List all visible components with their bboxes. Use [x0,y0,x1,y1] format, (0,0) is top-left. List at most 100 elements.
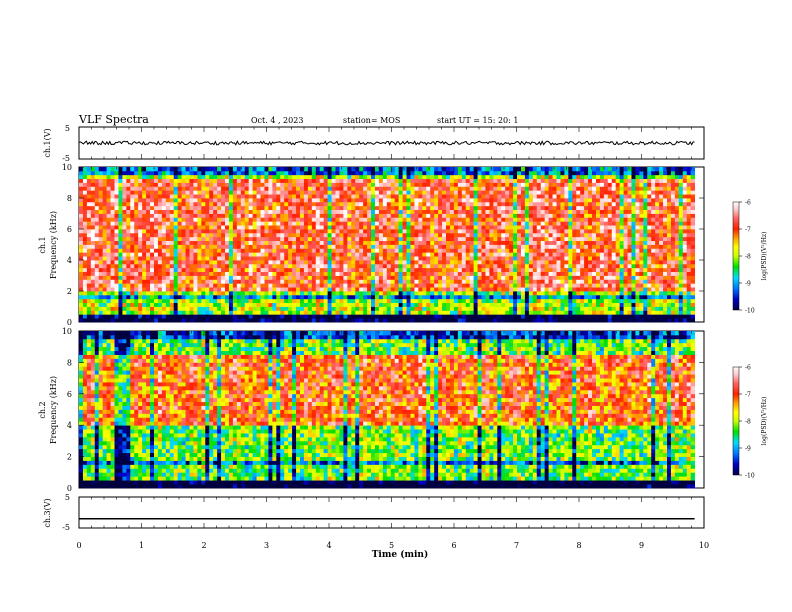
spectrogram-cell [98,263,104,269]
spectrogram-cell [418,298,423,304]
spectrogram-cell [232,294,238,300]
spectrogram-cell [296,221,301,226]
spectrogram-cell [299,252,305,257]
spectrogram-cell [150,209,155,214]
spectrogram-cell [339,306,344,311]
spectrogram-cell [548,291,553,296]
spectrogram-cell [114,221,119,226]
spectrogram-cell [228,298,234,304]
spectrogram-cell [359,263,364,269]
spectrogram-cell [426,190,431,195]
spectrogram-cell [161,205,167,211]
spectrogram-cell [363,271,368,276]
spectrogram-cell [118,260,123,265]
spectrogram-cell [244,190,250,195]
spectrogram-cell [517,314,522,319]
spectrogram-cell [374,174,380,180]
spectrogram-cell [513,302,518,307]
spectrogram-cell [94,236,100,242]
spectrogram-cell [150,213,155,218]
spectrogram-cell [335,267,340,273]
spectrogram-cell [386,178,392,183]
spectrogram-cell [323,201,329,207]
spectrogram-cell [221,232,226,238]
spectrogram-cell [497,298,502,304]
spectrogram-cell [481,178,486,183]
spectrogram-cell [102,306,108,311]
spectrogram-cell [177,318,183,323]
spectrogram-cell [169,232,175,238]
spectrogram-cell [493,209,498,214]
spectrogram-cell [378,291,384,296]
spectrogram-cell [185,318,190,323]
spectrogram-cell [477,314,482,319]
spectrogram-cell [276,174,281,180]
spectrogram-cell [98,182,104,187]
spectrogram-cell [339,174,344,180]
spectrogram-cell [205,198,210,203]
spectrogram-cell [493,221,498,226]
spectrogram-cell [236,294,242,300]
spectrogram-cell [138,232,143,238]
spectrogram-cell [165,318,171,323]
spectrogram-cell [110,252,115,257]
spectrogram-cell [442,271,447,276]
spectrogram-cell [201,314,206,319]
spectrogram-cell [90,275,96,280]
spectrogram-cell [276,221,281,226]
spectrogram-cell [260,213,265,218]
spectrogram-cell [252,167,257,172]
spectrogram-cell [442,221,447,226]
spectrogram-cell [485,314,490,319]
spectrogram-cell [552,252,557,257]
spectrogram-cell [153,217,159,222]
spectrogram-cell [205,302,210,307]
spectrogram-cell [438,244,443,249]
spectrogram-cell [378,256,384,261]
spectrogram-cell [205,205,210,211]
spectrogram-cell [505,294,510,300]
spectrogram-cell [90,256,96,261]
spectrogram-cell [165,236,171,242]
spectrogram-cell [552,271,557,276]
spectrogram-cell [292,279,297,284]
spectrogram-cell [296,217,301,222]
spectrogram-cell [315,174,321,180]
spectrogram-cell [548,260,553,265]
spectrogram-cell [434,236,439,242]
spectrogram-cell [193,271,198,276]
spectrogram-cell [169,209,175,214]
spectrogram-cell [339,263,344,269]
spectrogram-cell [240,287,246,292]
spectrogram-cell [430,232,435,238]
spectrogram-cell [513,190,518,195]
spectrogram-cell [288,291,293,296]
spectrogram-cell [240,294,246,300]
spectrogram-cell [446,213,451,218]
spectrogram-cell [260,306,265,311]
spectrogram-cell [438,217,443,222]
spectrogram-cell [217,271,222,276]
spectrogram-cell [446,178,451,183]
spectrogram-cell [544,302,550,307]
spectrogram-cell [343,256,348,261]
spectrogram-cell [532,279,538,284]
spectrogram-cell [157,294,163,300]
spectrogram-cell [536,314,542,319]
spectrogram-cell [311,244,317,249]
spectrogram-cell [197,201,202,207]
spectrogram-cell [331,213,336,218]
spectrogram-cell [489,275,494,280]
spectrogram-cell [260,190,265,195]
spectrogram-cell [173,306,179,311]
spectrogram-cell [406,232,411,238]
spectrogram-cell [509,194,514,199]
spectrogram-cell [221,256,226,261]
spectrogram-cell [378,306,384,311]
spectrogram-cell [536,236,542,242]
spectrogram-cell [248,318,254,323]
spectrogram-cell [438,256,443,261]
spectrogram-cell [102,178,108,183]
spectrogram-cell [240,260,246,265]
